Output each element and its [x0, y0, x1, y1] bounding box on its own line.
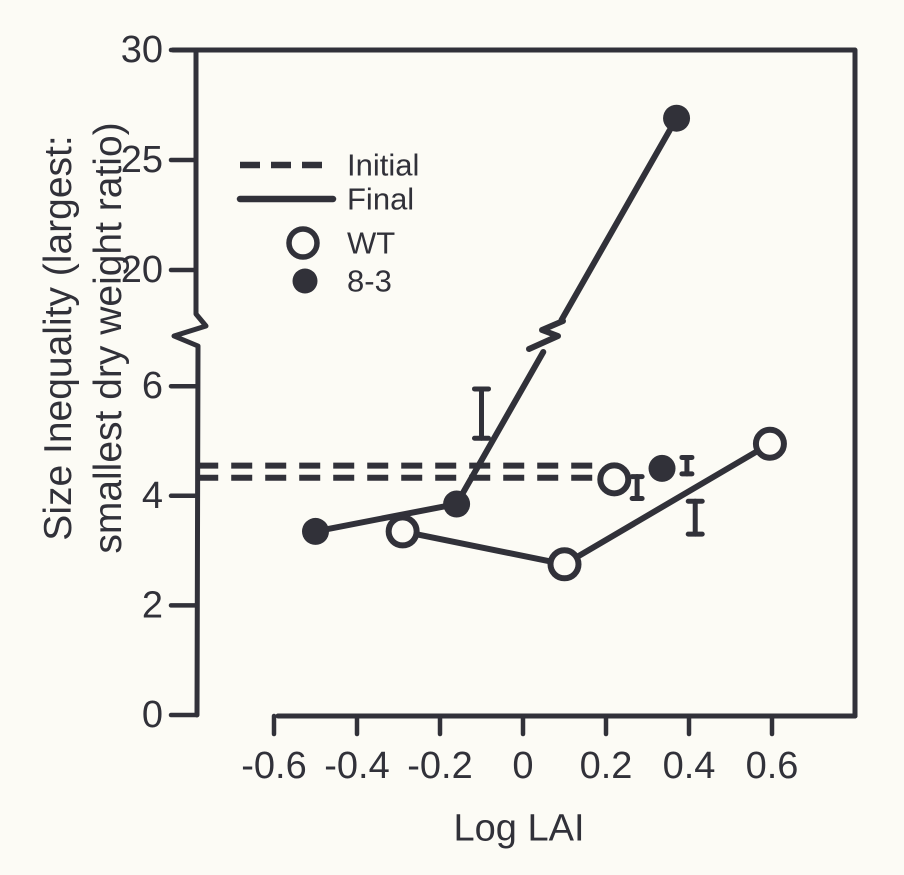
y-tick-label: 30: [121, 29, 163, 71]
legend-label: Initial: [347, 148, 419, 183]
legend-label: WT: [347, 226, 395, 261]
wt-data-point: [597, 462, 632, 497]
y-tick-label: 20: [121, 249, 163, 291]
mutant-data-point: [663, 104, 691, 132]
mutant-final-line-steep-upper: [558, 115, 680, 323]
y-tick-label: 6: [142, 365, 163, 407]
wt-data-point: [385, 514, 420, 549]
y-axis-line: [171, 47, 209, 718]
x-tick-label: 0.2: [580, 745, 633, 787]
x-tick-label: 0: [512, 745, 533, 787]
mutant-data-point: [648, 454, 676, 482]
x-tick-label: 0.4: [663, 745, 716, 787]
x-tick-label: 0.6: [746, 745, 799, 787]
x-tick-label: -0.4: [324, 745, 389, 787]
x-axis-title: Log LAI: [453, 807, 585, 850]
legend-filled-circle-sample: [292, 268, 318, 294]
legend-open-circle-sample: [286, 226, 320, 260]
y-tick-label: 4: [142, 475, 163, 517]
wt-data-point: [547, 547, 582, 582]
y-tick-label: 25: [121, 139, 163, 181]
x-tick-label: -0.2: [407, 745, 472, 787]
line-break-zigzag: [526, 318, 566, 352]
legend-label: Final: [347, 182, 414, 217]
y-axis-title-line2: smallest dry weight ratio): [87, 122, 130, 554]
mutant-final-line-steep-lower: [453, 349, 547, 508]
legend-label: 8-3: [347, 264, 392, 299]
mutant-final-line-lower: [312, 501, 460, 535]
y-axis-title: Size Inequality (largest: smallest dry w…: [34, 0, 134, 728]
plot-frame-top-right: [170, 47, 858, 719]
mutant-data-point: [443, 490, 471, 518]
wt-data-point: [752, 426, 787, 461]
x-tick-label: -0.6: [241, 745, 306, 787]
mutant-data-point: [302, 517, 329, 545]
y-tick-label: 0: [142, 694, 163, 736]
y-axis-title-line1: Size Inequality (largest:: [37, 135, 80, 541]
y-tick-label: 2: [142, 584, 163, 626]
